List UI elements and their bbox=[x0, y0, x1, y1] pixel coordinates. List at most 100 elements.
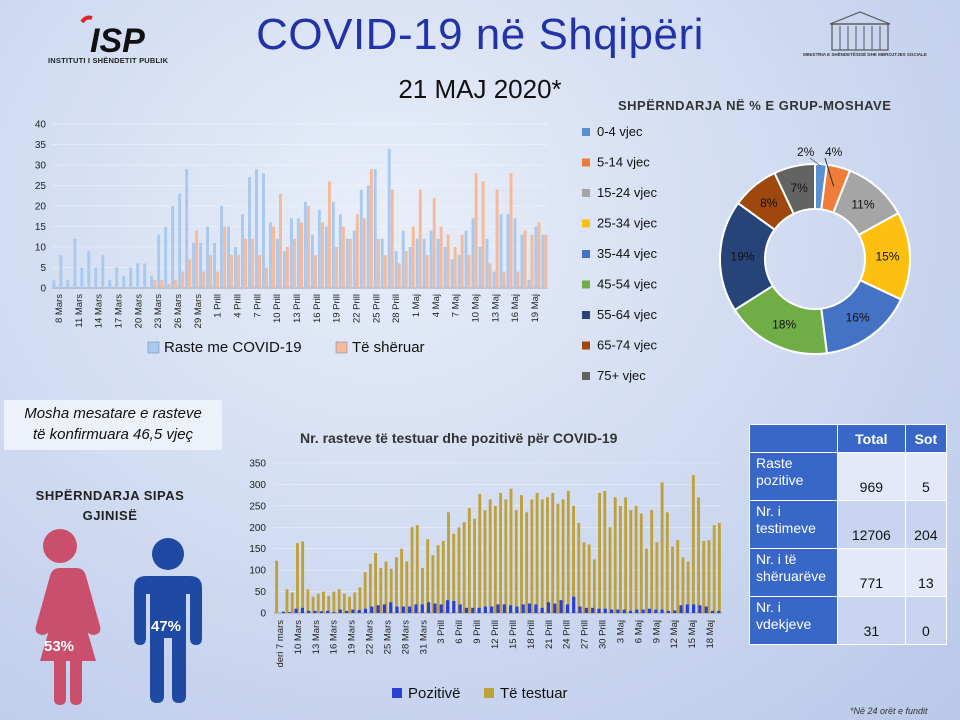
x-tick-label: 16 Prill bbox=[312, 294, 323, 323]
x-tick-label: 17 Mars bbox=[113, 294, 124, 329]
bar-te-testuar bbox=[712, 525, 716, 613]
bar-pozitive bbox=[635, 609, 639, 613]
average-age-line1: Mosha mesatare e rasteve bbox=[24, 405, 202, 422]
slice-label: 16% bbox=[846, 311, 870, 325]
cell-total: 969 bbox=[837, 452, 906, 501]
bar-raste-me-covid-19 bbox=[373, 169, 377, 288]
bar-t-sh-ruar bbox=[544, 234, 548, 288]
bar-raste-me-covid-19 bbox=[324, 226, 328, 288]
x-tick-label: 31 Mars bbox=[418, 620, 429, 655]
x-tick-label: 18 Prill bbox=[526, 620, 537, 649]
bar-t-sh-ruar bbox=[188, 259, 192, 288]
bar-te-testuar bbox=[447, 512, 450, 613]
bar-te-testuar bbox=[572, 505, 575, 613]
bar-te-testuar bbox=[665, 512, 669, 613]
x-tick-label: 3 Maj bbox=[615, 620, 626, 643]
bar-pozitive bbox=[281, 611, 286, 613]
bar-raste-me-covid-19 bbox=[478, 247, 482, 288]
bar-te-testuar bbox=[613, 497, 617, 613]
bar-te-testuar bbox=[551, 493, 555, 613]
bar-pozitive bbox=[584, 607, 588, 613]
bar-t-sh-ruar bbox=[516, 271, 520, 288]
bar-t-sh-ruar bbox=[300, 222, 303, 288]
bar-raste-me-covid-19 bbox=[289, 218, 293, 288]
svg-text:ISP: ISP bbox=[90, 22, 145, 60]
x-tick-label: 9 Prill bbox=[472, 620, 483, 644]
table-row: Nr. i të shëruarëve 771 13 bbox=[749, 548, 948, 597]
slice-label: 7% bbox=[791, 181, 809, 195]
bar-pozitive bbox=[553, 603, 557, 613]
leader-line bbox=[809, 157, 822, 167]
bar-te-testuar bbox=[379, 568, 383, 613]
bar-te-testuar bbox=[353, 592, 357, 613]
bar-t-sh-ruar bbox=[509, 173, 513, 288]
bar-te-testuar bbox=[671, 546, 674, 613]
y-tick-label: 200 bbox=[249, 523, 266, 534]
bar-t-sh-ruar bbox=[404, 251, 408, 288]
bar-te-testuar bbox=[306, 589, 310, 613]
bar-t-sh-ruar bbox=[355, 214, 359, 288]
bar-raste-me-covid-19 bbox=[115, 267, 119, 288]
bar-pozitive bbox=[521, 604, 525, 613]
x-tick-label: 1 Prill bbox=[213, 294, 224, 318]
bar-raste-me-covid-19 bbox=[192, 242, 196, 288]
row-label: Nr. i testimeve bbox=[749, 500, 838, 549]
bar-pozitive bbox=[603, 608, 607, 613]
bar-te-testuar bbox=[363, 572, 367, 613]
table-row: Nr. i testimeve 12706 204 bbox=[749, 500, 948, 549]
bar-raste-me-covid-19 bbox=[310, 234, 314, 288]
x-tick-label: 13 Maj bbox=[490, 294, 501, 323]
legend-swatch bbox=[582, 158, 590, 167]
x-tick-label: 29 Mars bbox=[193, 294, 204, 329]
bar-te-testuar bbox=[431, 555, 435, 613]
ministry-building-icon bbox=[829, 11, 891, 51]
bar-pozitive bbox=[427, 602, 431, 613]
bar-raste-me-covid-19 bbox=[345, 238, 349, 288]
legend-label: Raste me COVID-19 bbox=[164, 339, 302, 356]
bar-raste-me-covid-19 bbox=[464, 230, 468, 288]
bar-te-testuar bbox=[717, 523, 721, 613]
y-tick-label: 30 bbox=[35, 161, 47, 172]
bar-raste-me-covid-19 bbox=[213, 242, 217, 288]
bar-pozitive bbox=[370, 606, 374, 613]
slice-label: 8% bbox=[760, 196, 778, 210]
bar-te-testuar bbox=[540, 499, 544, 613]
bar-raste-me-covid-19 bbox=[143, 263, 147, 288]
x-tick-label: 16 Mars bbox=[329, 620, 340, 655]
bar-pozitive bbox=[471, 607, 475, 613]
legend-swatch bbox=[582, 280, 590, 289]
x-tick-label: 11 Mars bbox=[74, 294, 85, 328]
bar-te-testuar bbox=[493, 505, 497, 613]
y-tick-label: 0 bbox=[260, 609, 266, 620]
y-tick-label: 350 bbox=[249, 459, 266, 470]
bar-te-testuar bbox=[676, 540, 680, 613]
x-tick-label: deri 7 mars bbox=[275, 620, 286, 668]
legend-swatch bbox=[582, 311, 590, 319]
bar-pozitive bbox=[490, 606, 494, 613]
bar-raste-me-covid-19 bbox=[136, 263, 140, 288]
bar-te-testuar bbox=[316, 593, 320, 613]
bar-t-sh-ruar bbox=[327, 181, 331, 288]
bar-pozitive bbox=[710, 610, 715, 613]
bar-te-testuar bbox=[650, 510, 654, 613]
bar-raste-me-covid-19 bbox=[59, 255, 63, 288]
bar-t-sh-ruar bbox=[439, 226, 443, 288]
male-percent: 47% bbox=[151, 618, 182, 635]
bar-te-testuar bbox=[301, 541, 305, 613]
bar-te-testuar bbox=[509, 488, 513, 613]
bar-te-testuar bbox=[660, 482, 664, 613]
bar-pozitive bbox=[363, 608, 368, 613]
bar-pozitive bbox=[351, 609, 355, 613]
bar-raste-me-covid-19 bbox=[80, 267, 84, 288]
bar-t-sh-ruar bbox=[425, 255, 429, 288]
bar-t-sh-ruar bbox=[453, 247, 457, 288]
x-tick-label: 8 Mars bbox=[54, 294, 65, 323]
bar-raste-me-covid-19 bbox=[157, 234, 161, 288]
bar-raste-me-covid-19 bbox=[220, 206, 224, 288]
bar-te-testuar bbox=[582, 542, 586, 613]
table-row: Raste pozitive 969 5 bbox=[749, 452, 948, 501]
bar-te-testuar bbox=[561, 499, 565, 613]
gender-title-line2: GJINISË bbox=[82, 508, 138, 523]
x-tick-label: 23 Mars bbox=[153, 294, 164, 329]
bar-raste-me-covid-19 bbox=[450, 259, 454, 288]
